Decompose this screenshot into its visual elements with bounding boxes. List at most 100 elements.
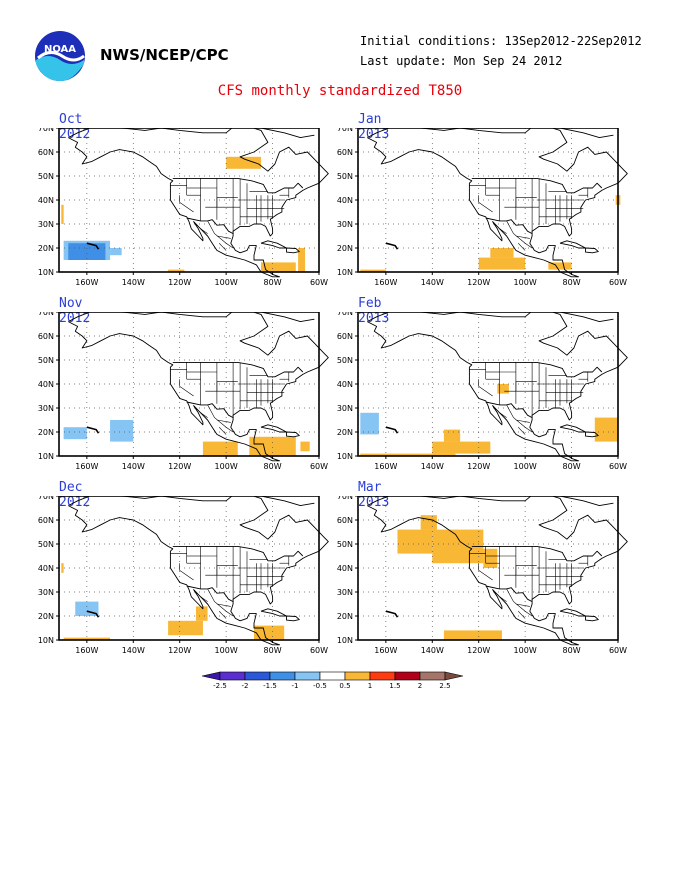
lat-tick-label: 10N [38, 636, 54, 645]
anomaly-region [443, 630, 502, 640]
lat-tick-label: 60N [337, 332, 353, 341]
lon-tick-label: 60W [310, 278, 328, 287]
legend-swatch [244, 671, 271, 681]
lat-tick-label: 30N [38, 404, 54, 413]
legend-swatch [394, 671, 421, 681]
map-svg: 70N 60N 50N 40N 30N 20N 10N 160W 140W 120W 100W 80W… [38, 128, 329, 287]
legend-label: -0.5 [313, 682, 327, 690]
lat-tick-label: 40N [38, 196, 54, 205]
anomaly-region [226, 156, 261, 169]
anomaly-region [300, 441, 310, 452]
anomaly-region [397, 529, 433, 554]
lon-tick-label: 160W [374, 278, 397, 287]
lon-tick-label: 100W [215, 278, 238, 287]
lat-tick-label: 10N [337, 452, 353, 461]
legend-swatch [269, 671, 296, 681]
legend-label: 0.5 [339, 682, 350, 690]
lon-tick-label: 120W [467, 278, 490, 287]
map-svg: 70N 60N 50N 40N 30N 20N 10N 160W 140W 120W 100W 80W… [337, 496, 628, 655]
lat-tick-label: 10N [38, 452, 54, 461]
lon-tick-label: 100W [215, 646, 238, 655]
lon-tick-label: 140W [421, 462, 444, 471]
lat-tick-label: 60N [337, 148, 353, 157]
lon-tick-label: 160W [75, 278, 98, 287]
anomaly-region [202, 441, 238, 456]
lat-tick-label: 70N [337, 128, 353, 133]
anomaly-region [195, 606, 208, 621]
lon-tick-label: 140W [122, 462, 145, 471]
anomaly-region [249, 436, 296, 456]
lat-tick-label: 40N [337, 564, 353, 573]
svg-text:NOAA: NOAA [44, 44, 76, 55]
anomaly-region [432, 441, 491, 454]
lon-tick-label: 100W [215, 462, 238, 471]
lon-tick-label: 60W [609, 278, 627, 287]
anomaly-region [594, 417, 618, 442]
lat-tick-label: 50N [337, 540, 353, 549]
legend-label: 2.5 [439, 682, 450, 690]
anomaly-region [548, 262, 572, 270]
map-svg: 70N 60N 50N 40N 30N 20N 10N 160W 140W 120W 100W 80W… [337, 128, 628, 287]
anomaly-region [443, 429, 461, 442]
lon-tick-label: 60W [310, 462, 328, 471]
legend-label: 1 [368, 682, 372, 690]
lon-tick-label: 100W [514, 278, 537, 287]
lat-tick-label: 60N [38, 332, 54, 341]
lat-tick-label: 30N [337, 404, 353, 413]
anomaly-region [298, 248, 306, 272]
anomaly-region [110, 248, 122, 256]
legend-label: 2 [418, 682, 422, 690]
lat-tick-label: 70N [38, 128, 54, 133]
lat-tick-label: 70N [337, 496, 353, 501]
initial-conditions: Initial conditions: 13Sep2012-22Sep2012 [360, 34, 642, 48]
legend-swatch [344, 671, 371, 681]
lon-tick-label: 60W [609, 462, 627, 471]
lat-tick-label: 50N [337, 172, 353, 181]
lon-tick-label: 60W [609, 646, 627, 655]
lon-tick-label: 160W [75, 462, 98, 471]
legend-label: -2 [242, 682, 249, 690]
lon-tick-label: 140W [421, 646, 444, 655]
lon-tick-label: 140W [421, 278, 444, 287]
lat-tick-label: 20N [337, 612, 353, 621]
noaa-logo-icon: NOAA [34, 30, 86, 82]
legend-label: 1.5 [389, 682, 400, 690]
lat-tick-label: 70N [38, 496, 54, 501]
lat-tick-label: 70N [337, 312, 353, 317]
lon-tick-label: 100W [514, 646, 537, 655]
chart-title: CFS monthly standardized T850 [217, 83, 463, 99]
lat-tick-label: 20N [337, 244, 353, 253]
lat-tick-label: 30N [337, 220, 353, 229]
anomaly-region [360, 412, 379, 435]
lat-tick-label: 60N [337, 516, 353, 525]
legend-swatch [419, 671, 446, 681]
legend-swatch [219, 671, 246, 681]
legend-label: -1.5 [263, 682, 277, 690]
lon-tick-label: 120W [467, 462, 490, 471]
lat-tick-label: 70N [38, 312, 54, 317]
anomaly-region [360, 269, 386, 272]
agency-name: NWS/NCEP/CPC [100, 46, 229, 64]
anomaly-region [497, 384, 509, 394]
lon-tick-label: 100W [514, 462, 537, 471]
lon-tick-label: 120W [168, 462, 191, 471]
lon-tick-label: 140W [122, 646, 145, 655]
lon-tick-label: 80W [264, 646, 282, 655]
lat-tick-label: 50N [38, 540, 54, 549]
anomaly-region [63, 637, 111, 640]
lon-tick-label: 80W [563, 646, 581, 655]
lat-tick-label: 40N [337, 196, 353, 205]
anomaly-region [478, 257, 526, 270]
map-svg: 70N 60N 50N 40N 30N 20N 10N 160W 140W 120W 100W 80W… [38, 312, 329, 471]
lat-tick-label: 10N [337, 268, 353, 277]
legend-low-arrow [201, 671, 221, 681]
map-svg: 70N 60N 50N 40N 30N 20N 10N 160W 140W 120W 100W 80W… [337, 312, 628, 471]
lat-tick-label: 10N [337, 636, 353, 645]
lat-tick-label: 40N [337, 380, 353, 389]
anomaly-region [260, 262, 296, 272]
legend-swatch [294, 671, 321, 681]
lat-tick-label: 30N [38, 588, 54, 597]
color-legend-bar: -2.5 -2 -1.5 -1 -0.5 0.5 1 1.5 2 2.5 [201, 671, 464, 690]
lon-tick-label: 80W [264, 278, 282, 287]
anomaly-region [61, 204, 64, 224]
